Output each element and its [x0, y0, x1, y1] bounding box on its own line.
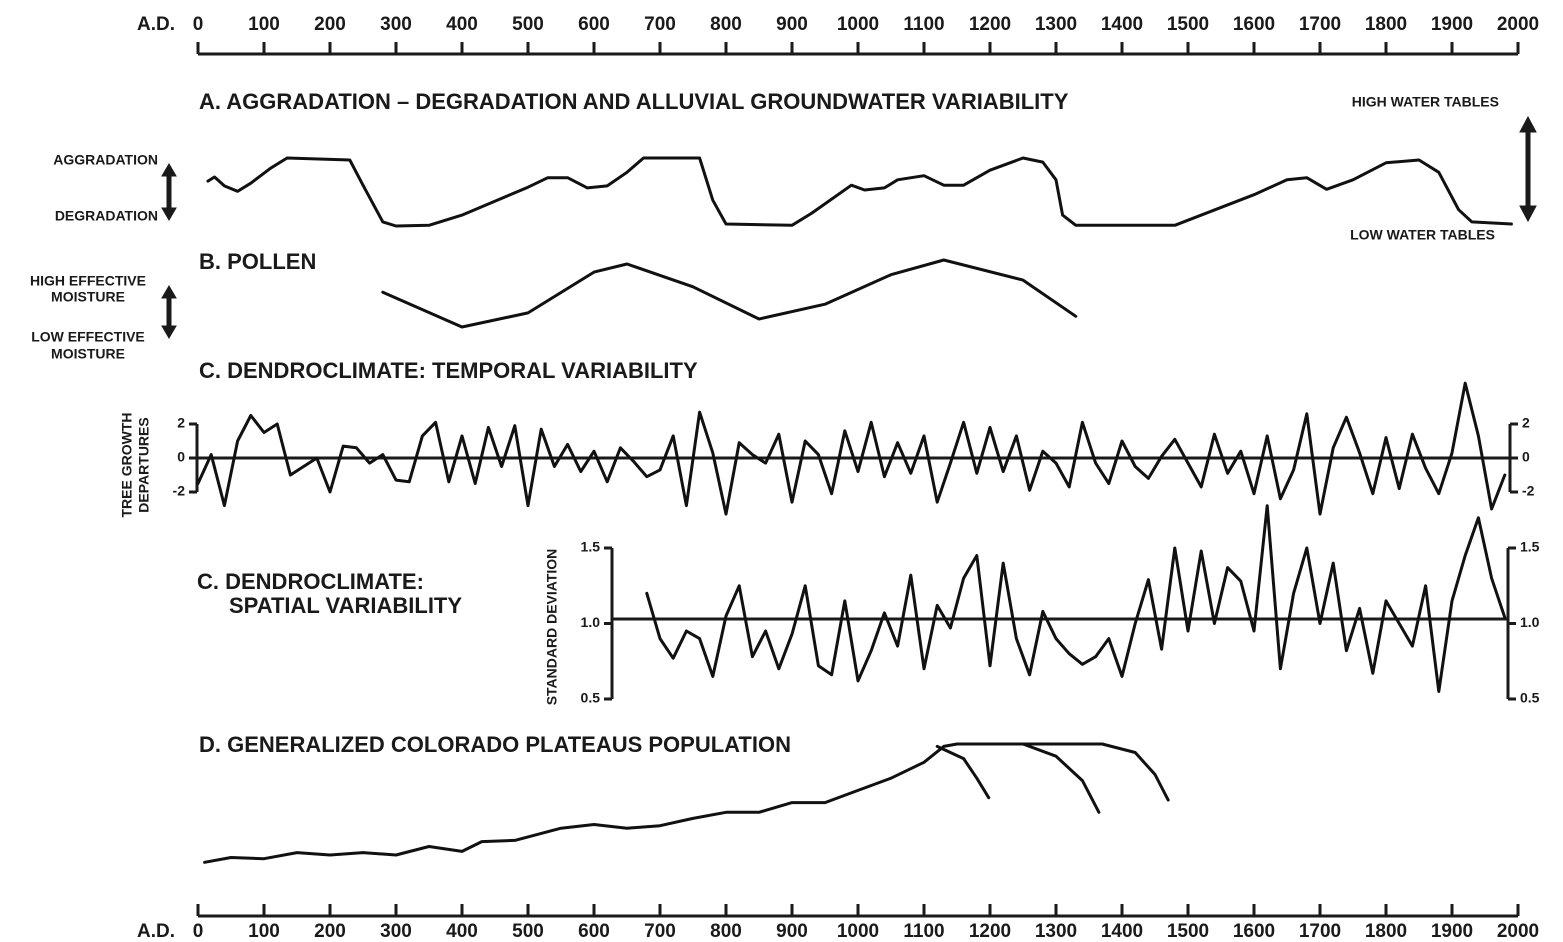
x-tick-label: 100: [248, 14, 280, 35]
decline-branch: [935, 744, 991, 800]
arrows: [161, 115, 1537, 339]
x-axis-label: A.D.: [137, 921, 175, 942]
x-tick-label: 200: [314, 14, 346, 35]
side-label: LOW EFFECTIVE: [31, 329, 145, 345]
panel-title: A. AGGRADATION – DEGRADATION AND ALLUVIA…: [199, 89, 1069, 114]
x-axis-label: A.D.: [137, 14, 175, 35]
y-tick-label: 1.0: [1520, 614, 1540, 630]
x-tick-label: 400: [446, 14, 478, 35]
x-tick-label: 1600: [1233, 14, 1275, 35]
panel-title: D. GENERALIZED COLORADO PLATEAUS POPULAT…: [199, 732, 791, 757]
y-tick-label: 1.5: [1520, 539, 1540, 555]
x-tick-label: 1600: [1233, 921, 1275, 942]
data-line: [645, 504, 1507, 693]
y-tick-label: 1.5: [581, 539, 601, 555]
x-tick-label: 1300: [1035, 14, 1077, 35]
y-tick-label: 2: [1522, 415, 1530, 431]
panel-title: C. DENDROCLIMATE: TEMPORAL VARIABILITY: [199, 358, 698, 383]
x-tick-label: 400: [446, 921, 478, 942]
x-tick-label: 1200: [969, 921, 1011, 942]
x-tick-label: 1400: [1101, 14, 1143, 35]
data-line: [196, 381, 1507, 516]
x-tick-label: 700: [644, 921, 676, 942]
data-line: [203, 742, 1104, 864]
decline-branch: [1100, 742, 1170, 802]
x-tick-label: 1700: [1299, 921, 1341, 942]
y-tick-label: 2: [177, 415, 185, 431]
x-tick-label: 900: [776, 14, 808, 35]
y-tick-label: -2: [173, 483, 186, 499]
y-tick-label: 0.5: [1520, 690, 1540, 706]
y-tick-label: 1.0: [581, 614, 601, 630]
x-tick-label: 200: [314, 921, 346, 942]
y-tick-label: 0: [1522, 449, 1530, 465]
x-tick-label: 1500: [1167, 14, 1209, 35]
x-tick-label: 1900: [1431, 921, 1473, 942]
x-tick-label: 1200: [969, 14, 1011, 35]
x-tick-label: 800: [710, 14, 742, 35]
x-tick-label: 1100: [903, 14, 944, 35]
x-tick-label: 1000: [837, 921, 879, 942]
side-label: HIGH EFFECTIVE: [30, 273, 146, 289]
x-tick-label: 1800: [1365, 921, 1407, 942]
x-tick-label: 1300: [1035, 921, 1077, 942]
x-tick-label: 600: [578, 14, 610, 35]
x-tick-label: 500: [512, 921, 544, 942]
panel-title: B. POLLEN: [199, 249, 316, 274]
x-tick-label: 2000: [1497, 14, 1539, 35]
data-line: [381, 258, 1078, 329]
y-axis-label: TREE GROWTH: [119, 413, 135, 518]
y-tick-label: -2: [1522, 483, 1535, 499]
x-tick-label: 600: [578, 921, 610, 942]
arrow-head: [1519, 115, 1537, 133]
side-label: DEGRADATION: [55, 208, 158, 224]
x-tick-label: 1900: [1431, 14, 1473, 35]
x-tick-label: 1400: [1101, 921, 1143, 942]
y-tick-label: 0.5: [581, 690, 601, 706]
panel-title: C. DENDROCLIMATE:: [197, 569, 424, 594]
side-label: AGGRADATION: [53, 152, 158, 168]
x-tick-label: 0: [193, 921, 204, 942]
arrow-head: [1519, 205, 1537, 223]
x-tick-label: 500: [512, 14, 544, 35]
x-tick-label: 1700: [1299, 14, 1341, 35]
arrow-head: [161, 163, 177, 177]
side-label: LOW WATER TABLES: [1350, 227, 1495, 243]
side-label: MOISTURE: [51, 289, 125, 305]
panel-title: SPATIAL VARIABILITY: [229, 593, 462, 618]
y-axis-label: DEPARTURES: [136, 417, 152, 512]
x-tick-label: 300: [380, 921, 412, 942]
x-tick-label: 1100: [903, 921, 944, 942]
x-tick-label: 0: [193, 14, 204, 35]
x-tick-label: 300: [380, 14, 412, 35]
arrow-head: [161, 285, 177, 299]
x-tick-label: 900: [776, 921, 808, 942]
y-tick-label: 0: [177, 449, 185, 465]
x-tick-label: 100: [248, 921, 280, 942]
side-label: MOISTURE: [51, 346, 125, 362]
side-label: HIGH WATER TABLES: [1352, 94, 1499, 110]
x-tick-label: 700: [644, 14, 676, 35]
arrow-head: [161, 325, 177, 339]
x-tick-label: 1800: [1365, 14, 1407, 35]
x-tick-label: 2000: [1497, 921, 1539, 942]
x-tick-label: 800: [710, 921, 742, 942]
decline-branch: [1021, 742, 1101, 814]
y-axis-label: STANDARD DEVIATION: [544, 549, 560, 706]
data-line: [206, 156, 1513, 228]
x-tick-label: 1000: [837, 14, 879, 35]
arrow-head: [161, 207, 177, 221]
x-tick-label: 1500: [1167, 921, 1209, 942]
